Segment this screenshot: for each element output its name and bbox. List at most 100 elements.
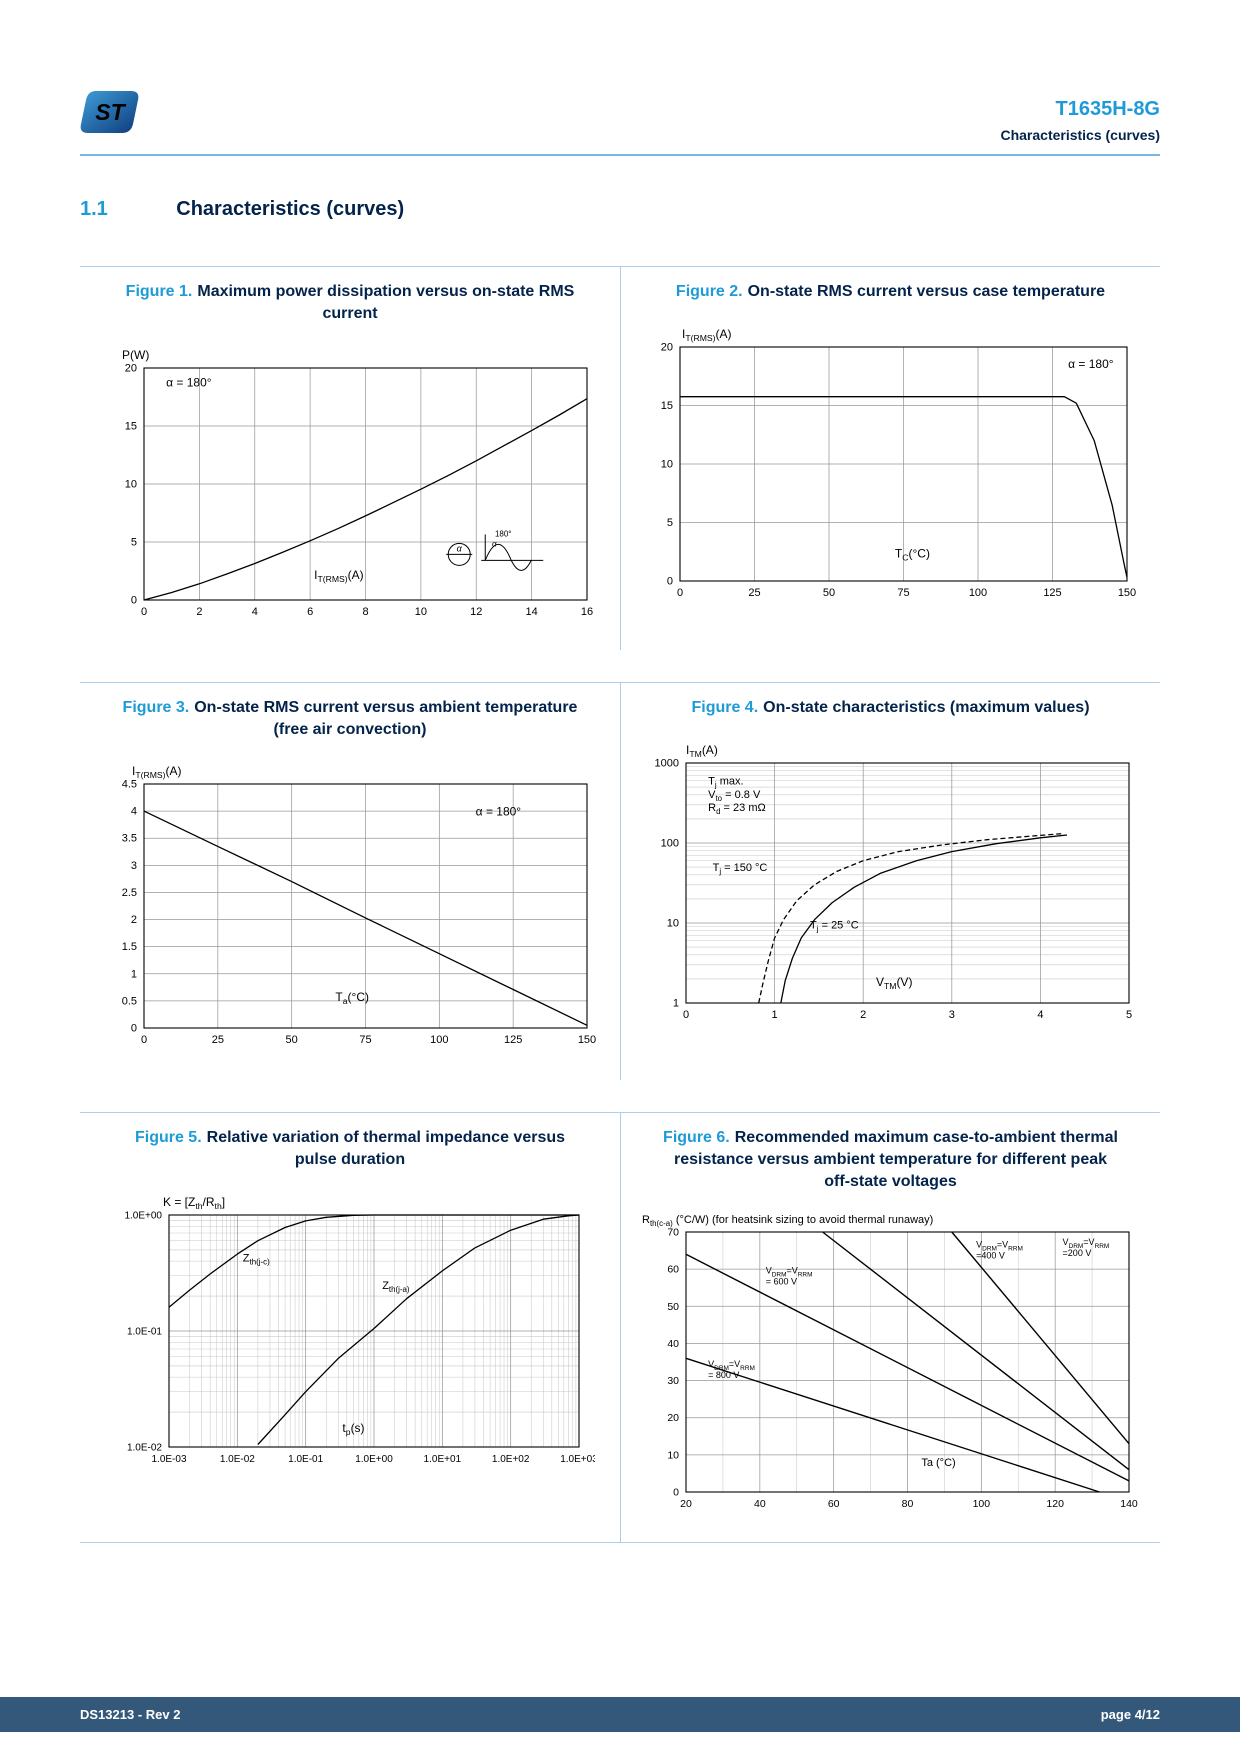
figure-1-caption: Maximum power dissipation versus on-stat…	[197, 283, 575, 322]
svg-text:50: 50	[667, 1301, 679, 1313]
svg-text:Rd = 23 mΩ: Rd = 23 mΩ	[708, 802, 766, 816]
svg-text:3.5: 3.5	[121, 833, 136, 845]
svg-text:20: 20	[124, 363, 136, 375]
svg-text:1.5: 1.5	[121, 942, 136, 954]
svg-text:4: 4	[251, 606, 257, 618]
svg-text:12: 12	[470, 606, 482, 618]
figure-3-title: Figure 3. On-state RMS current versus amb…	[88, 693, 612, 748]
svg-text:10: 10	[667, 917, 679, 929]
svg-text:0: 0	[677, 587, 683, 599]
figure-3-label: Figure 3.	[122, 699, 190, 717]
svg-text:6: 6	[307, 606, 313, 618]
svg-text:60: 60	[828, 1498, 840, 1510]
svg-text:15: 15	[124, 421, 136, 433]
svg-text:0.5: 0.5	[121, 996, 136, 1008]
svg-text:1: 1	[673, 997, 679, 1009]
svg-text:=200 V: =200 V	[1063, 1248, 1092, 1258]
svg-text:α = 180°: α = 180°	[1068, 357, 1114, 371]
svg-text:4: 4	[130, 806, 136, 818]
svg-text:125: 125	[1043, 587, 1061, 599]
svg-text:Tj = 150 °C: Tj = 150 °C	[713, 862, 768, 876]
svg-text:1.0E-03: 1.0E-03	[151, 1454, 186, 1465]
svg-text:14: 14	[525, 606, 537, 618]
svg-text:10: 10	[414, 606, 426, 618]
svg-text:0: 0	[130, 1023, 136, 1035]
figure-5-chart: 1.0E-03 1.0E-02 1.0E-01 1.0E+00 1.0E+01 1.0E+…	[124, 1195, 595, 1465]
svg-text:1000: 1000	[655, 757, 679, 769]
figure-5-panel: Figure 5. Relative variation of thermal i…	[80, 1112, 620, 1544]
svg-text:20: 20	[661, 341, 673, 353]
figure-6-title: Figure 6. Recommended maximum case-to-amb…	[629, 1123, 1152, 1200]
svg-text:1.0E-01: 1.0E-01	[288, 1454, 323, 1465]
svg-text:1.0E-02: 1.0E-02	[127, 1442, 162, 1453]
svg-text:Tj max.: Tj max.	[708, 775, 743, 789]
svg-text:0: 0	[130, 595, 136, 607]
svg-text:60: 60	[667, 1264, 679, 1276]
svg-text:Ta (°C): Ta (°C)	[921, 1457, 955, 1469]
svg-text:1.0E-02: 1.0E-02	[220, 1454, 255, 1465]
svg-text:1.0E+02: 1.0E+02	[492, 1454, 530, 1465]
part-number: T1635H-8G	[1055, 98, 1161, 120]
st-logo-icon: ST	[80, 91, 139, 133]
svg-text:Ta(°C): Ta(°C)	[335, 991, 369, 1007]
svg-text:20: 20	[680, 1498, 692, 1510]
figures-grid: Figure 1. Maximum power dissipation versu…	[80, 266, 1160, 1544]
svg-text:= 600 V: = 600 V	[766, 1277, 797, 1287]
svg-text:5: 5	[667, 517, 673, 529]
figure-6-chart: 20 40 60 80 100 120 140 0 10 20 30 40 50 60 70 VDRM=VRR…	[642, 1214, 1138, 1510]
footer-bar: DS13213 - Rev 2 page 4/12	[0, 1697, 1240, 1732]
svg-text:150: 150	[577, 1034, 595, 1046]
svg-text:100: 100	[973, 1498, 991, 1510]
svg-text:IT(RMS)(A): IT(RMS)(A)	[314, 568, 364, 584]
figure-2-panel: Figure 2. On-state RMS current versus cas…	[620, 266, 1160, 651]
figure-3-chart: 0 25 50 75 100 125 150 0 0.5 1 1.5 2 2.5 3 3.5 4 4.5 α = …	[121, 764, 595, 1046]
figure-5-title: Figure 5. Relative variation of thermal i…	[88, 1123, 612, 1178]
svg-text:= 800 V: = 800 V	[708, 1370, 739, 1380]
footer-page-number: page 4/12	[1100, 1707, 1160, 1722]
figure-2-label: Figure 2.	[675, 283, 743, 300]
svg-text:ITM(A): ITM(A)	[686, 743, 718, 759]
figure-4-panel: Figure 4. On-state characteristics (maxim…	[620, 682, 1160, 1081]
svg-text:P(W): P(W)	[122, 348, 149, 362]
svg-text:1: 1	[130, 969, 136, 981]
svg-text:Rth(c-a) (°C/W) (for heatsink: Rth(c-a) (°C/W) (for heatsink sizing to …	[642, 1214, 933, 1228]
svg-text:IT(RMS)(A): IT(RMS)(A)	[132, 764, 182, 780]
svg-text:40: 40	[667, 1338, 679, 1350]
svg-text:VDRM=VRRM: VDRM=VRRM	[766, 1266, 813, 1279]
svg-text:100: 100	[661, 837, 679, 849]
figure-2-caption: On-state RMS current versus case tempera…	[747, 283, 1106, 300]
svg-text:5: 5	[130, 537, 136, 549]
svg-text:0: 0	[667, 575, 673, 587]
svg-text:tp(s): tp(s)	[342, 1420, 364, 1436]
section-title: Characteristics (curves)	[176, 198, 405, 220]
section-number: 1.1	[80, 198, 108, 220]
figure-2-title: Figure 2. On-state RMS current versus cas…	[629, 277, 1152, 311]
svg-text:50: 50	[285, 1034, 297, 1046]
svg-text:ST: ST	[95, 99, 126, 125]
footer-doc-ref: DS13213 - Rev 2	[80, 1707, 181, 1722]
svg-text:150: 150	[1118, 587, 1136, 599]
svg-text:140: 140	[1120, 1498, 1138, 1510]
svg-text:=400 V: =400 V	[976, 1251, 1005, 1261]
svg-text:TC(°C): TC(°C)	[895, 546, 930, 562]
figure-6-label: Figure 6.	[663, 1129, 730, 1147]
svg-text:4: 4	[1037, 1009, 1043, 1021]
svg-text:1.0E+01: 1.0E+01	[424, 1454, 462, 1465]
svg-text:80: 80	[902, 1498, 914, 1510]
svg-text:120: 120	[1046, 1498, 1064, 1510]
svg-text:α = 180°: α = 180°	[166, 376, 212, 390]
svg-text:1.0E+00: 1.0E+00	[355, 1454, 393, 1465]
svg-text:100: 100	[969, 587, 987, 599]
svg-text:2.5: 2.5	[121, 887, 136, 899]
header-rule	[80, 154, 1160, 156]
figure-4-caption: On-state characteristics (maximum values…	[763, 699, 1090, 717]
svg-text:Tj = 25 °C: Tj = 25 °C	[810, 919, 859, 933]
svg-text:0: 0	[673, 1487, 679, 1499]
svg-text:2: 2	[130, 914, 136, 926]
svg-text:20: 20	[667, 1412, 679, 1424]
svg-text:VDRM=VRRM: VDRM=VRRM	[976, 1240, 1023, 1253]
svg-text:3: 3	[949, 1009, 955, 1021]
figure-5-label: Figure 5.	[134, 1129, 202, 1147]
svg-text:VDRM=VRRM: VDRM=VRRM	[708, 1359, 755, 1372]
svg-text:VDRM=VRRM: VDRM=VRRM	[1063, 1237, 1110, 1250]
